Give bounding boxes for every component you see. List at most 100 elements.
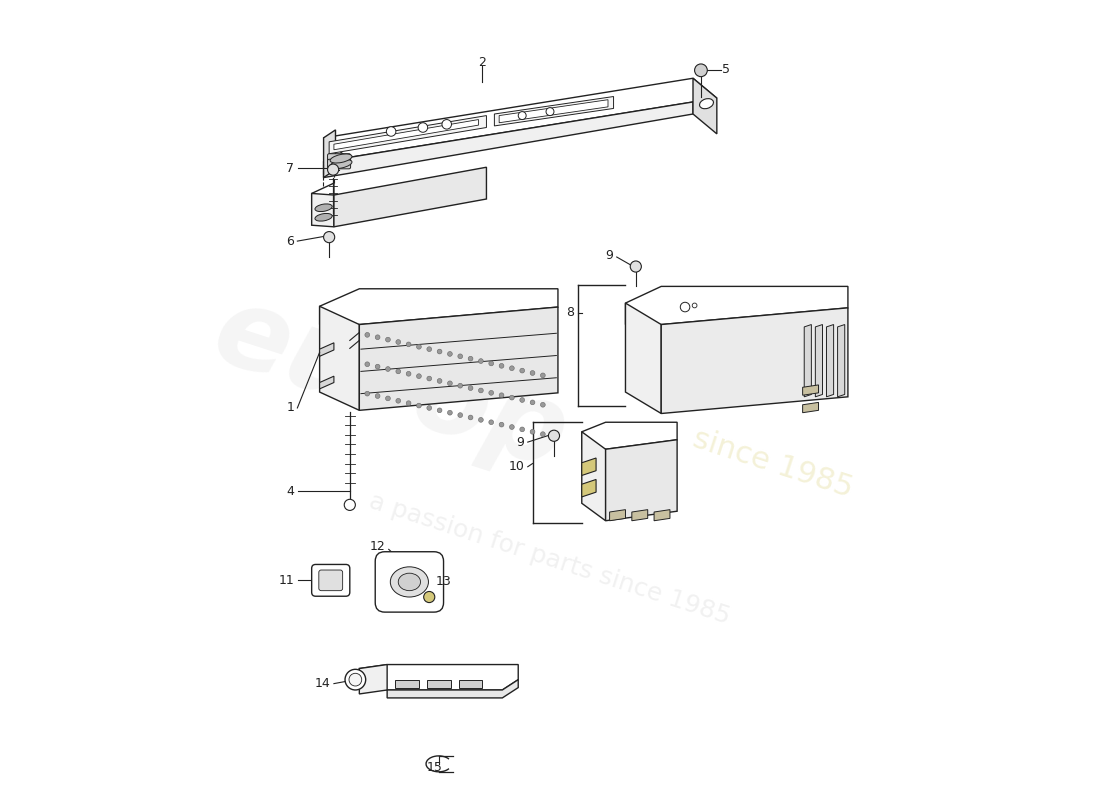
Circle shape xyxy=(365,362,370,366)
Circle shape xyxy=(549,430,560,442)
Circle shape xyxy=(375,364,379,369)
Ellipse shape xyxy=(330,159,352,169)
Polygon shape xyxy=(320,306,360,410)
Circle shape xyxy=(680,302,690,312)
Polygon shape xyxy=(582,458,596,475)
Polygon shape xyxy=(320,376,334,389)
Polygon shape xyxy=(499,100,608,122)
Circle shape xyxy=(520,398,525,402)
Circle shape xyxy=(546,108,554,115)
Polygon shape xyxy=(360,665,387,694)
Polygon shape xyxy=(837,325,845,397)
Polygon shape xyxy=(626,303,661,414)
Text: 2: 2 xyxy=(478,56,486,69)
Polygon shape xyxy=(804,325,812,397)
Circle shape xyxy=(406,371,411,376)
Circle shape xyxy=(499,393,504,398)
Circle shape xyxy=(458,383,463,388)
Circle shape xyxy=(478,358,483,363)
Polygon shape xyxy=(606,440,678,521)
Circle shape xyxy=(442,119,451,129)
Polygon shape xyxy=(334,167,486,227)
Ellipse shape xyxy=(700,98,714,109)
Polygon shape xyxy=(395,680,419,688)
Circle shape xyxy=(518,112,526,119)
Polygon shape xyxy=(323,98,717,178)
Circle shape xyxy=(417,403,421,408)
Circle shape xyxy=(328,164,339,175)
Text: 15: 15 xyxy=(427,761,442,774)
Circle shape xyxy=(499,422,504,427)
Circle shape xyxy=(437,408,442,413)
FancyBboxPatch shape xyxy=(319,570,343,590)
Polygon shape xyxy=(323,130,336,178)
Text: 8: 8 xyxy=(565,306,574,319)
FancyBboxPatch shape xyxy=(375,552,443,612)
Circle shape xyxy=(469,356,473,361)
Text: a passion for parts since 1985: a passion for parts since 1985 xyxy=(366,489,734,629)
Circle shape xyxy=(509,425,515,430)
Polygon shape xyxy=(826,325,834,397)
Polygon shape xyxy=(661,308,848,414)
Circle shape xyxy=(692,303,697,308)
Text: 7: 7 xyxy=(286,162,294,174)
Polygon shape xyxy=(626,286,848,325)
Circle shape xyxy=(427,376,431,381)
Circle shape xyxy=(448,351,452,356)
Circle shape xyxy=(396,369,400,374)
Circle shape xyxy=(427,346,431,351)
Polygon shape xyxy=(582,432,606,521)
Polygon shape xyxy=(609,510,626,521)
Circle shape xyxy=(448,410,452,415)
Circle shape xyxy=(469,386,473,390)
Circle shape xyxy=(417,374,421,378)
Polygon shape xyxy=(329,115,486,154)
Ellipse shape xyxy=(398,573,420,590)
Ellipse shape xyxy=(315,204,332,211)
Circle shape xyxy=(365,333,370,338)
Circle shape xyxy=(509,366,515,370)
Text: 9: 9 xyxy=(606,249,614,262)
Circle shape xyxy=(540,373,546,378)
Circle shape xyxy=(458,413,463,418)
Text: 12: 12 xyxy=(370,541,386,554)
Polygon shape xyxy=(582,422,678,450)
Polygon shape xyxy=(654,510,670,521)
Circle shape xyxy=(694,64,707,77)
Circle shape xyxy=(427,406,431,410)
Circle shape xyxy=(478,418,483,422)
Circle shape xyxy=(520,368,525,373)
Polygon shape xyxy=(320,289,558,325)
Circle shape xyxy=(530,430,535,434)
Polygon shape xyxy=(427,680,451,688)
Circle shape xyxy=(488,361,494,366)
Circle shape xyxy=(345,670,365,690)
Circle shape xyxy=(488,390,494,395)
Circle shape xyxy=(530,400,535,405)
FancyBboxPatch shape xyxy=(311,565,350,596)
Text: 11: 11 xyxy=(278,574,294,587)
Circle shape xyxy=(396,340,400,344)
Polygon shape xyxy=(631,510,648,521)
Polygon shape xyxy=(815,325,823,397)
Circle shape xyxy=(437,349,442,354)
Polygon shape xyxy=(582,479,596,497)
Ellipse shape xyxy=(315,214,332,221)
Polygon shape xyxy=(311,183,334,206)
Polygon shape xyxy=(323,78,717,158)
Circle shape xyxy=(417,344,421,349)
Circle shape xyxy=(458,354,463,358)
Circle shape xyxy=(386,338,390,342)
Circle shape xyxy=(499,363,504,368)
Circle shape xyxy=(344,499,355,510)
Polygon shape xyxy=(803,385,818,395)
Circle shape xyxy=(530,370,535,375)
Polygon shape xyxy=(803,402,818,413)
Polygon shape xyxy=(360,665,518,690)
Circle shape xyxy=(375,335,379,340)
Text: 9: 9 xyxy=(517,436,525,449)
Circle shape xyxy=(406,342,411,346)
Ellipse shape xyxy=(330,154,352,163)
Text: 6: 6 xyxy=(286,234,294,248)
Text: europ: europ xyxy=(201,277,581,491)
